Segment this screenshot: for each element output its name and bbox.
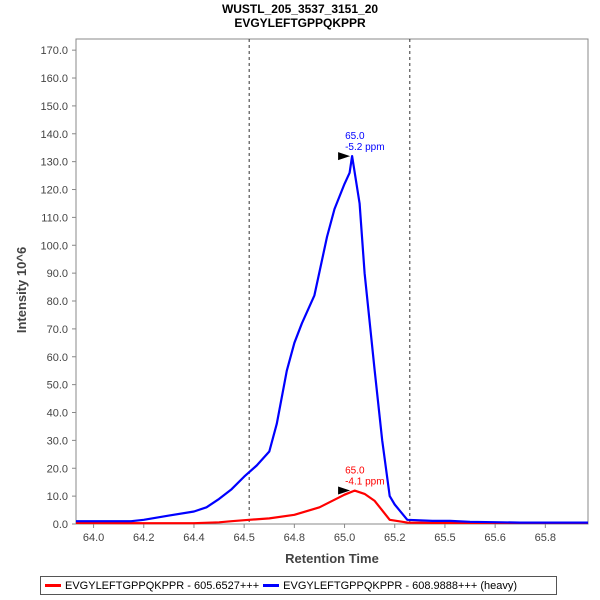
y-tick-label: 90.0 [47, 268, 68, 280]
x-tick-label: 65.0 [334, 532, 355, 544]
y-tick-label: 80.0 [47, 296, 68, 308]
y-tick-label: 130.0 [40, 157, 68, 169]
peak-annotation-rt: 65.0 [345, 466, 365, 477]
y-tick-label: 10.0 [47, 491, 68, 503]
y-tick-label: 100.0 [40, 240, 68, 252]
series-line-0 [75, 489, 588, 525]
y-tick-label: 160.0 [40, 73, 68, 85]
legend-label-heavy: EVGYLEFTGPPQKPPR - 608.9888+++ (heavy) [283, 579, 518, 592]
y-tick-label: 40.0 [47, 408, 68, 420]
y-tick-label: 30.0 [47, 435, 68, 447]
plot-area [75, 38, 589, 525]
y-tick-label: 70.0 [47, 324, 68, 336]
legend: EVGYLEFTGPPQKPPR - 605.6527+++ EVGYLEFTG… [40, 576, 557, 595]
x-tick-label: 65.6 [484, 532, 505, 544]
boundary-lines [248, 39, 411, 524]
peak-annotation-rt: 65.0 [345, 131, 365, 142]
series-line-1 [76, 155, 588, 524]
peak-marker [338, 152, 351, 161]
y-tick-label: 0.0 [53, 519, 68, 531]
peak-marker [338, 486, 351, 495]
y-tick-label: 20.0 [47, 463, 68, 475]
legend-entry-heavy: EVGYLEFTGPPQKPPR - 608.9888+++ (heavy) [263, 580, 517, 592]
x-tick-label: 64.0 [83, 532, 104, 544]
legend-label-light: EVGYLEFTGPPQKPPR - 605.6527+++ [65, 579, 260, 592]
y-tick-label: 50.0 [47, 380, 68, 392]
x-tick-label: 65.2 [384, 532, 405, 544]
legend-swatch-light [45, 584, 61, 587]
chart-title: WUSTL_205_3537_3151_20 [222, 2, 378, 16]
x-tick-label: 65.8 [535, 532, 556, 544]
legend-entry-light: EVGYLEFTGPPQKPPR - 605.6527+++ [45, 580, 259, 592]
legend-swatch-heavy [263, 584, 280, 587]
x-tick-label: 64.5 [233, 532, 254, 544]
x-tick-label: 64.2 [133, 532, 154, 544]
x-tick-label: 64.4 [183, 532, 204, 544]
y-tick-label: 140.0 [40, 129, 68, 141]
x-tick-label: 65.5 [434, 532, 455, 544]
chart-subtitle: EVGYLEFTGPPQKPPR [234, 16, 366, 30]
y-axis-label: Intensity 10^6 [14, 247, 29, 333]
y-tick-label: 170.0 [40, 45, 68, 57]
x-axis: 64.0 64.2 64.4 64.5 64.8 65.0 65.2 65.5 65.6 65.8 [83, 524, 556, 544]
y-tick-label: 60.0 [47, 352, 68, 364]
peak-annotation-ppm: -5.2 ppm [345, 142, 384, 153]
y-tick-label: 110.0 [41, 212, 68, 224]
x-tick-label: 64.8 [284, 532, 305, 544]
peak-annotation-ppm: -4.1 ppm [345, 477, 384, 488]
y-tick-label: 150.0 [40, 101, 68, 113]
x-axis-label: Retention Time [285, 551, 379, 566]
series-layer [75, 155, 588, 525]
y-tick-label: 120.0 [40, 185, 68, 197]
y-axis: 0.0 10.0 20.0 30.0 40.0 50.0 60.0 70.0 80.0 90.0 1… [40, 45, 76, 531]
